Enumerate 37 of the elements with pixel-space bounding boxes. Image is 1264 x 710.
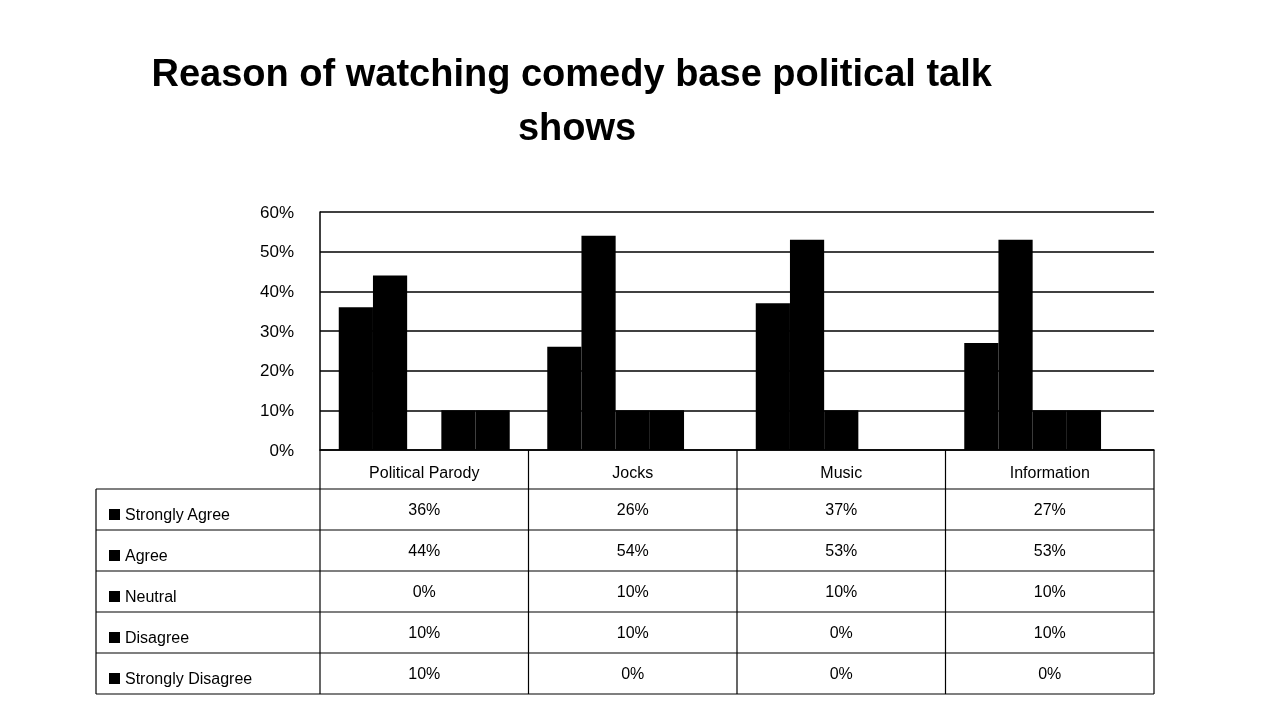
legend-label: Neutral [125,588,177,605]
y-tick-label: 20% [259,361,294,381]
data-label: 10% [1033,583,1066,600]
data-label: 36% [408,501,441,518]
data-label: 0% [829,665,853,682]
x-tick-label: Jocks [612,463,654,481]
data-label: 10% [616,583,649,600]
y-tick-label: 60% [259,202,294,222]
data-label: 54% [616,542,649,559]
data-label: 0% [829,624,853,641]
data-label: 10% [408,624,441,641]
data-label: 44% [408,542,441,559]
data-label: 10% [616,624,649,641]
y-tick-label: 0% [269,440,294,460]
data-label: 10% [825,583,858,600]
data-label: 0% [621,665,645,682]
x-tick-label: Music [820,463,863,481]
y-tick-label: 10% [259,400,294,420]
data-label: 10% [408,665,441,682]
legend-label: Strongly Disagree [125,670,253,687]
x-tick-label: Political Parody [369,463,480,481]
data-label: 37% [825,501,858,518]
chart-title: Reason of watching comedy base political talk shows [151,52,1003,148]
data-label: 53% [1033,542,1066,559]
data-label: 53% [825,542,858,559]
data-label: 26% [616,501,649,518]
x-tick-label: Information [1009,463,1090,481]
y-tick-label: 50% [259,242,294,262]
data-label: 10% [1033,624,1066,641]
legend-label: Strongly Agree [125,506,231,523]
legend-label: Disagree [125,629,190,646]
legend-label: Agree [125,547,168,564]
data-label: 0% [1038,665,1062,682]
data-label: 0% [412,583,436,600]
y-tick-label: 40% [259,281,294,301]
data-label: 27% [1033,501,1066,518]
y-tick-label: 30% [259,321,294,341]
